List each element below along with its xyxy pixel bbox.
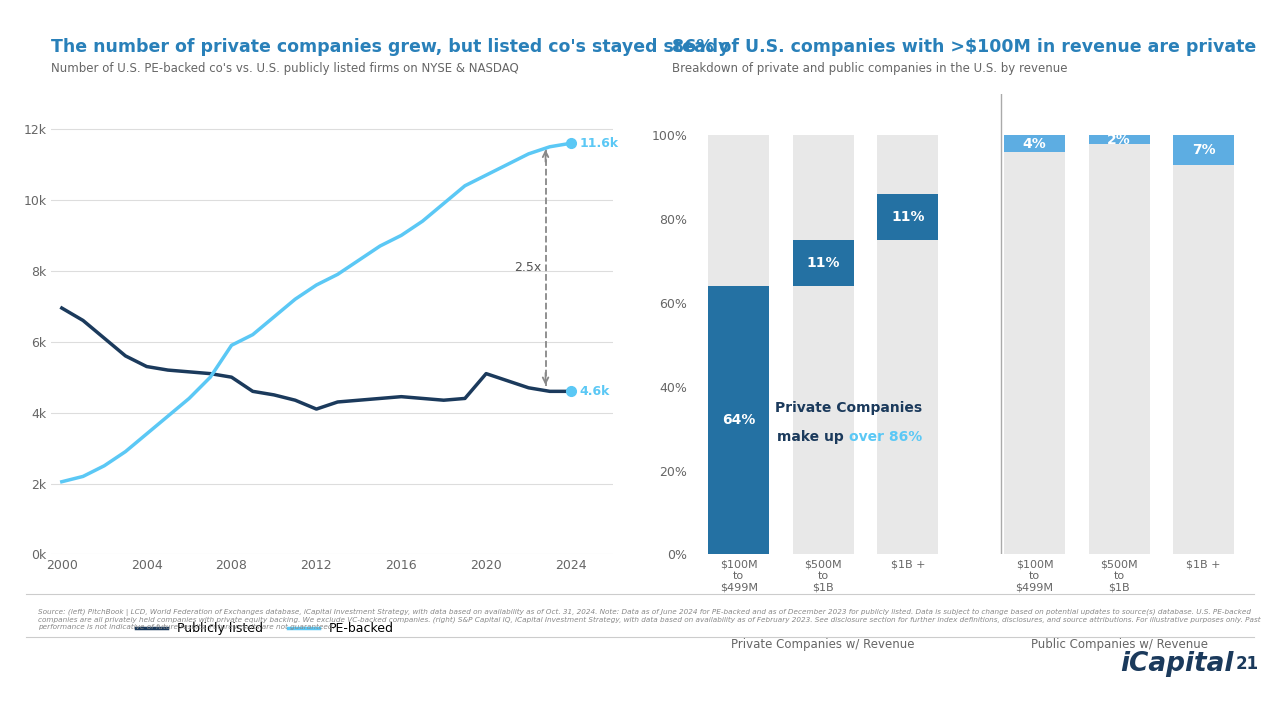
Text: Breakdown of private and public companies in the U.S. by revenue: Breakdown of private and public companie… bbox=[672, 62, 1068, 75]
Text: make up: make up bbox=[777, 430, 849, 444]
Text: Private Companies: Private Companies bbox=[774, 401, 922, 415]
Text: 64%: 64% bbox=[722, 413, 755, 428]
Bar bbox=[792, 240, 854, 287]
Text: Public Companies w/ Revenue: Public Companies w/ Revenue bbox=[1030, 638, 1207, 651]
Text: Source: (left) PitchBook | LCD, World Federation of Exchanges database, iCapital: Source: (left) PitchBook | LCD, World Fe… bbox=[38, 608, 1261, 630]
Text: over 86%: over 86% bbox=[849, 430, 922, 444]
Text: Number of U.S. PE-backed co's vs. U.S. publicly listed firms on NYSE & NASDAQ: Number of U.S. PE-backed co's vs. U.S. p… bbox=[51, 62, 518, 75]
Text: 4.6k: 4.6k bbox=[580, 385, 609, 398]
Bar bbox=[1089, 135, 1149, 144]
Legend: Publicly listed, PE-backed: Publicly listed, PE-backed bbox=[131, 617, 399, 640]
Text: 4%: 4% bbox=[1023, 137, 1047, 151]
Text: 2%: 2% bbox=[1107, 132, 1132, 147]
Text: 11%: 11% bbox=[891, 210, 924, 224]
Text: Private Companies w/ Revenue: Private Companies w/ Revenue bbox=[731, 638, 915, 651]
Bar bbox=[1004, 135, 1065, 152]
Bar bbox=[1089, 135, 1149, 554]
Text: 2.5x: 2.5x bbox=[515, 261, 541, 274]
Text: The number of private companies grew, but listed co's stayed steady: The number of private companies grew, bu… bbox=[51, 37, 730, 55]
Bar bbox=[877, 194, 938, 240]
Text: 11%: 11% bbox=[806, 256, 840, 270]
Bar bbox=[877, 135, 938, 554]
Text: 7%: 7% bbox=[1192, 143, 1216, 157]
Bar bbox=[1174, 135, 1234, 165]
Text: iCapital: iCapital bbox=[1120, 651, 1234, 677]
Bar bbox=[1174, 135, 1234, 554]
Text: 11.6k: 11.6k bbox=[580, 137, 618, 150]
Bar bbox=[708, 135, 769, 554]
Bar bbox=[708, 287, 769, 554]
Bar bbox=[792, 135, 854, 554]
Bar bbox=[1004, 135, 1065, 554]
Text: 21: 21 bbox=[1235, 655, 1258, 672]
Text: 86% of U.S. companies with >$100M in revenue are private: 86% of U.S. companies with >$100M in rev… bbox=[672, 37, 1256, 55]
